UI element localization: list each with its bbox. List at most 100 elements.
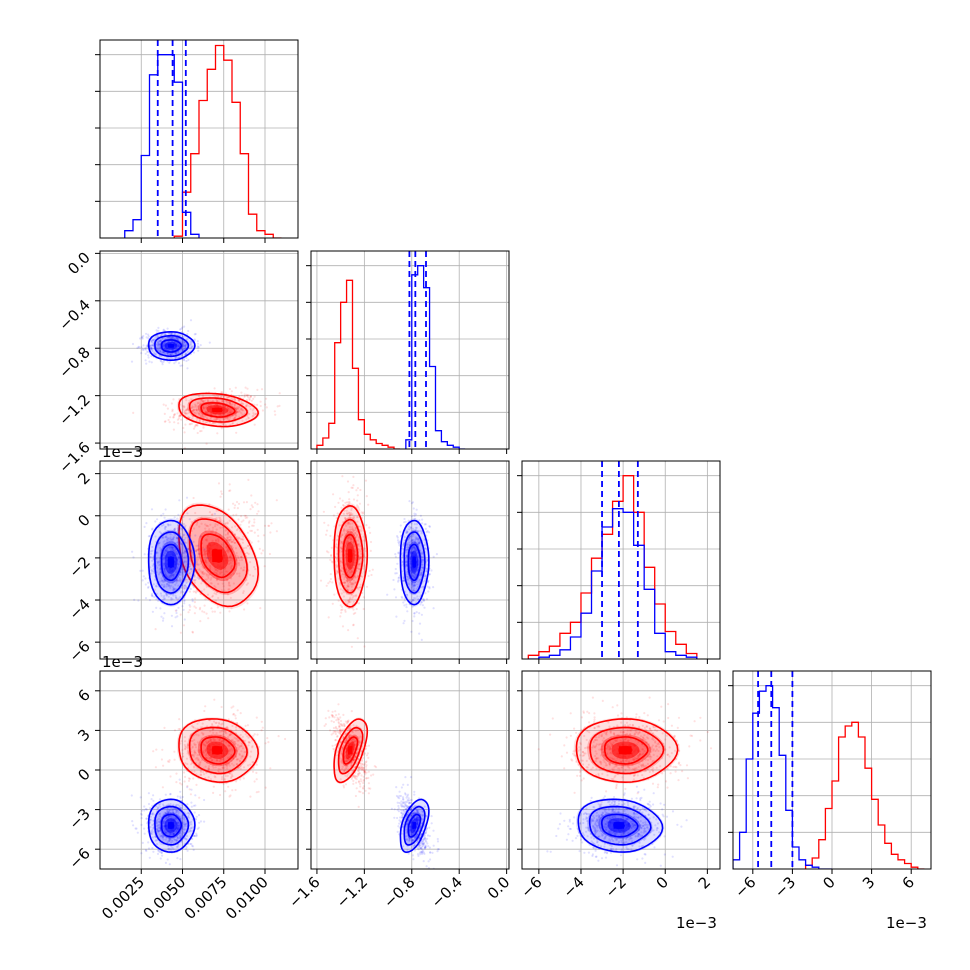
sample-point	[414, 547, 417, 550]
sample-point	[265, 406, 268, 409]
sample-point	[184, 541, 187, 544]
sample-point	[252, 524, 255, 527]
sample-point	[239, 778, 242, 781]
sample-point	[183, 325, 186, 328]
sample-point	[132, 824, 135, 827]
sample-point	[210, 530, 213, 533]
sample-point	[131, 342, 135, 346]
sample-point	[407, 578, 410, 581]
sample-point	[246, 724, 249, 727]
sample-point	[413, 523, 416, 526]
sample-point	[402, 601, 405, 604]
sample-point	[362, 565, 366, 568]
sample-point	[229, 732, 232, 735]
sample-point	[171, 408, 174, 411]
sample-point	[249, 395, 253, 398]
sample-point	[408, 537, 411, 540]
sample-point	[348, 601, 351, 604]
sample-point	[172, 587, 176, 590]
sample-point	[189, 559, 192, 562]
sample-point	[416, 580, 420, 584]
sample-point	[242, 519, 245, 522]
sample-point	[197, 763, 200, 766]
sample-point	[159, 340, 162, 343]
sample-point	[179, 350, 182, 353]
sample-point	[217, 394, 220, 397]
sample-point	[242, 591, 245, 595]
sample-point	[169, 353, 172, 356]
sample-point	[235, 407, 238, 410]
sample-point	[164, 508, 167, 511]
sample-point	[260, 388, 264, 391]
sample-point	[247, 417, 250, 420]
sample-point	[424, 592, 427, 595]
sample-point	[423, 606, 426, 609]
sample-point	[350, 531, 353, 534]
sample-point	[191, 600, 194, 603]
sample-point	[184, 412, 187, 415]
sample-point	[215, 394, 218, 397]
sample-point	[178, 825, 181, 829]
sample-point	[332, 514, 335, 517]
sample-point	[415, 549, 418, 552]
sample-point	[421, 598, 424, 601]
sample-point	[421, 566, 424, 569]
sample-point	[402, 544, 405, 547]
sample-point	[351, 596, 354, 599]
sample-point	[187, 407, 190, 410]
sample-point	[167, 584, 170, 587]
sample-point	[350, 594, 353, 597]
sample-point	[201, 570, 204, 573]
sample-point	[201, 722, 204, 725]
sample-point	[413, 517, 417, 520]
sample-point	[357, 548, 360, 551]
sample-point	[190, 422, 193, 425]
sample-point	[230, 540, 233, 543]
sample-point	[141, 348, 144, 351]
sample-point	[167, 810, 170, 814]
sample-point	[167, 848, 170, 851]
sample-point	[180, 543, 183, 546]
sample-point	[232, 538, 235, 542]
sample-point	[252, 766, 255, 770]
sample-point	[187, 329, 190, 333]
sample-point	[246, 394, 249, 397]
sample-point	[161, 361, 164, 364]
sample-point	[173, 580, 176, 583]
sample-point	[235, 500, 239, 504]
sample-point	[186, 512, 189, 515]
sample-point	[246, 531, 249, 534]
sample-point	[228, 555, 231, 558]
sample-point	[216, 537, 220, 540]
sample-point	[200, 399, 203, 402]
sample-point	[420, 572, 423, 575]
sample-point	[351, 589, 354, 592]
sample-point	[220, 723, 223, 726]
sample-point	[246, 387, 249, 390]
sample-point	[169, 838, 172, 841]
sample-point	[428, 586, 431, 589]
sample-point	[263, 524, 267, 527]
sample-point	[339, 604, 342, 607]
sample-point	[163, 580, 167, 583]
sample-point	[199, 773, 202, 776]
sample-point	[226, 570, 229, 573]
sample-point	[190, 549, 193, 552]
sample-point	[414, 536, 417, 539]
histogram-step-red	[173, 44, 282, 238]
sample-point	[227, 744, 230, 747]
sample-point	[413, 590, 416, 593]
sample-point	[230, 775, 233, 778]
sample-point	[225, 522, 228, 525]
sample-point	[137, 599, 140, 602]
sample-point	[157, 342, 161, 345]
sample-point	[232, 550, 235, 553]
sample-point	[402, 541, 405, 544]
sample-point	[256, 512, 259, 515]
sample-point	[397, 552, 400, 555]
sample-point	[150, 508, 154, 511]
sample-point	[151, 338, 154, 341]
sample-point	[344, 609, 347, 612]
sample-point	[164, 535, 168, 538]
sample-point	[192, 585, 195, 589]
